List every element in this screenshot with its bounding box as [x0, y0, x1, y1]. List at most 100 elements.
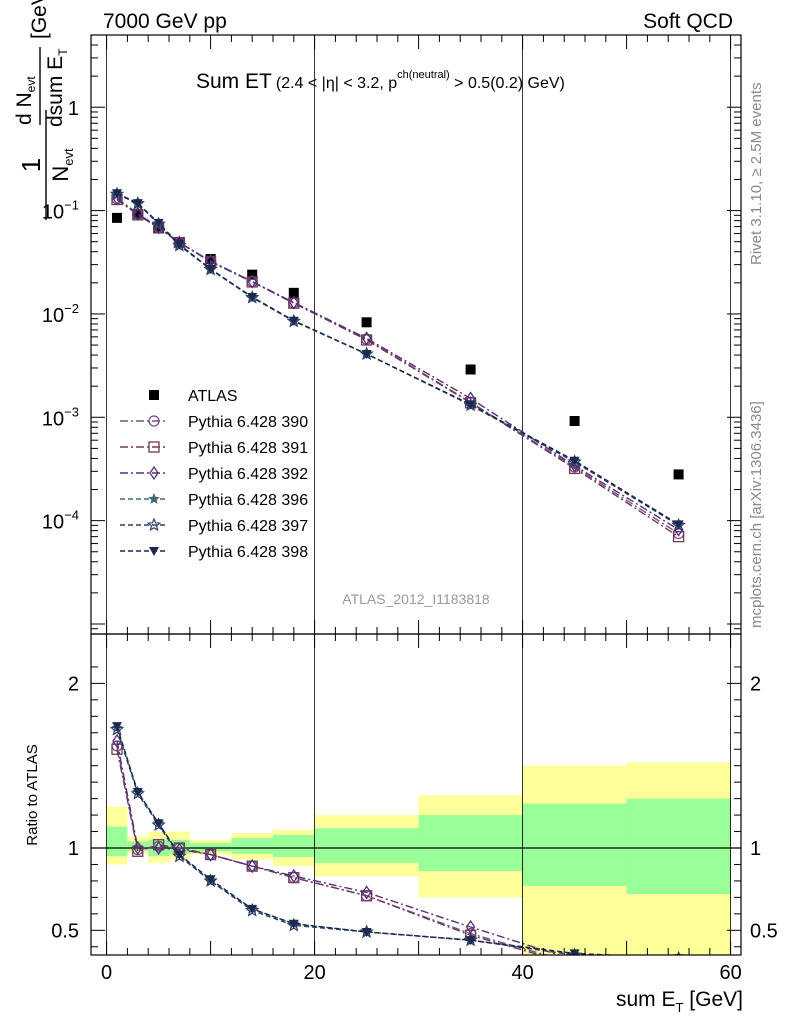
main-ytick-base-0: 1 — [68, 98, 79, 120]
main-point-p398-5 — [247, 292, 258, 302]
analysis-id: ATLAS_2012_I1183818 — [342, 591, 490, 607]
main-point-data-7 — [361, 317, 372, 328]
main-point-p392-1 — [133, 206, 143, 222]
main-ytick-base-2: 10 — [42, 305, 64, 327]
ratio-point-p397-9 — [567, 947, 582, 955]
main-ytick-label-4: 10−4 — [42, 508, 79, 534]
legend-item-p396: Pythia 6.428 396 — [120, 492, 308, 509]
ratio-ylabel: Ratio to ATLAS — [24, 744, 41, 845]
main-line-p392 — [116, 197, 679, 531]
ratio-point-p398-3 — [174, 850, 185, 860]
main-ytick-label-2: 10−2 — [42, 301, 79, 327]
ratio-point-p398-6 — [288, 919, 299, 929]
ratio-point-p391-10 — [674, 965, 684, 975]
ratio-point-p398-8 — [465, 936, 476, 946]
svg-text:Ratio to ATLAS: Ratio to ATLAS — [24, 744, 41, 845]
main-point-p398-2 — [153, 218, 164, 228]
band-inner-8 — [418, 815, 523, 872]
header-right: Soft QCD — [643, 10, 733, 33]
main-ytick-base-4: 10 — [42, 512, 64, 534]
main-series-p391 — [111, 193, 685, 543]
main-point-data-8 — [465, 364, 476, 375]
main-point-data-1 — [132, 208, 143, 219]
xtick-label-1: 20 — [303, 962, 325, 984]
ratio-ytick-label-left-2: 2 — [68, 673, 79, 695]
legend-marker-p396 — [148, 493, 160, 504]
svg-text:[GeV-1]: [GeV-1] — [27, 0, 51, 39]
band-inner-6 — [273, 834, 315, 858]
ratio-point-p392-4 — [205, 847, 216, 862]
main-ytick-label-0: 1 — [68, 98, 79, 120]
header-left: 7000 GeV pp — [103, 10, 227, 33]
legend-marker-p391 — [148, 441, 160, 453]
main-series-data — [112, 208, 684, 480]
ratio-point-p398-9 — [569, 949, 580, 955]
ratio-point-p392-10 — [675, 959, 683, 971]
ratio-point-p392-5 — [247, 858, 257, 874]
main-ytick-label-1: 10−1 — [42, 198, 79, 224]
legend-label-p391: Pythia 6.428 391 — [188, 440, 308, 457]
svg-text:1: 1 — [16, 158, 46, 172]
main-point-p392-6 — [289, 295, 299, 310]
main-series-p390 — [111, 193, 685, 540]
band-inner-4 — [189, 843, 232, 852]
legend-label-p390: Pythia 6.428 390 — [188, 414, 308, 431]
ratio-ytick-label-left-0: 0.5 — [51, 920, 79, 942]
main-ylabel: 1 Nevt d Nevt dsum ET [GeV-1] — [13, 0, 76, 220]
legend-label-p397: Pythia 6.428 397 — [188, 518, 308, 535]
ratio-point-p391-7 — [360, 890, 373, 902]
main-point-data-0 — [112, 212, 122, 223]
ratio-series-p398 — [112, 722, 684, 955]
main-point-p398-10 — [673, 520, 684, 530]
ratio-point-p398-0 — [112, 722, 122, 732]
ratio-point-p398-10 — [673, 954, 684, 955]
svg-text:Nevt: Nevt — [48, 148, 76, 182]
mcplots-label: mcplots.cern.ch [arXiv:1306.3436] — [748, 401, 765, 628]
plot-title-cut-sup: ch(neutral) — [397, 69, 450, 81]
ratio-point-p398-1 — [132, 788, 143, 798]
legend-item-p390: Pythia 6.428 390 — [120, 414, 308, 431]
band-inner-5 — [231, 838, 273, 854]
ratio-ytick-label-left-1: 1 — [68, 838, 79, 860]
ratio-point-p397-0 — [109, 721, 125, 736]
ratio-point-p390-9 — [570, 958, 580, 968]
legend-item-p392: Pythia 6.428 392 — [120, 465, 308, 483]
main-point-p392-5 — [247, 274, 257, 289]
plot-title-main: Sum ET — [196, 70, 272, 93]
main-point-p398-3 — [174, 240, 185, 250]
ratio-point-p392-1 — [133, 840, 143, 856]
main-ytick-sup-4: −4 — [64, 508, 79, 523]
legend-label-data: ATLAS — [188, 388, 238, 405]
main-point-p398-4 — [205, 265, 216, 275]
svg-text:dsum ET: dsum ET — [44, 48, 70, 127]
legend-item-p398: Pythia 6.428 398 — [120, 544, 308, 561]
ratio-point-p392-6 — [289, 868, 299, 884]
ratio-point-p398-4 — [205, 875, 216, 885]
ratio-point-p398-7 — [361, 927, 372, 937]
svg-text:d Nevt: d Nevt — [13, 76, 38, 125]
ratio-series-group — [109, 721, 684, 975]
ratio-frame — [90, 633, 742, 956]
ratio-point-p398-2 — [153, 819, 164, 829]
legend-label-p398: Pythia 6.428 398 — [188, 544, 308, 561]
ratio-point-p392-9 — [573, 952, 577, 955]
legend-marker-p392 — [149, 465, 159, 481]
plot-title-cut-a: (2.4 < |η| < 3.2, p — [276, 75, 397, 92]
legend-item-data: ATLAS — [149, 388, 238, 405]
main-point-data-6 — [288, 287, 299, 298]
main-ytick-sup-3: −3 — [64, 404, 79, 419]
legend-label-p392: Pythia 6.428 392 — [188, 466, 308, 483]
band-inner-0 — [106, 826, 128, 857]
main-ytick-sup-2: −2 — [64, 301, 79, 316]
main-point-p398-1 — [132, 199, 143, 209]
main-point-p391-10 — [672, 530, 685, 543]
main-series-p392 — [112, 190, 684, 537]
main-point-p392-7 — [361, 331, 372, 346]
band-inner-10 — [626, 798, 731, 895]
plot-title: Sum ET (2.4 < |η| < 3.2, pch(neutral) > 0… — [196, 69, 565, 93]
main-point-data-10 — [673, 469, 684, 480]
legend-marker-p397 — [146, 517, 162, 532]
xlabel: sum ET [GeV] — [616, 988, 743, 1015]
plot-title-cut-b: > 0.5(0.2) GeV) — [450, 75, 565, 92]
